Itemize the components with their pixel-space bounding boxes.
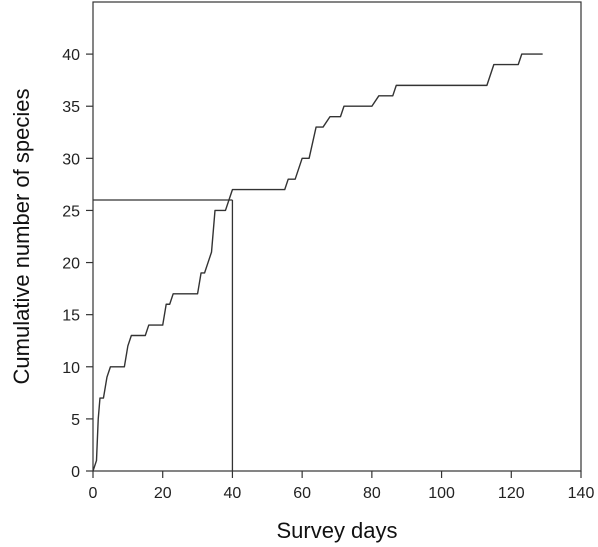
x-axis-ticks: 0 20 40 60 80 100 120 140 xyxy=(89,471,595,502)
y-tick-label: 40 xyxy=(62,47,80,64)
plot-frame xyxy=(92,1,582,472)
x-tick-label: 100 xyxy=(428,485,455,502)
y-axis-label: Cumulative number of species xyxy=(9,89,34,385)
accumulation-curve xyxy=(92,53,543,472)
y-tick-label: 25 xyxy=(62,203,80,220)
x-tick-label: 120 xyxy=(498,485,525,502)
y-tick-label: 0 xyxy=(71,464,80,481)
x-axis-label: Survey days xyxy=(276,518,397,543)
y-tick-label: 10 xyxy=(62,360,80,377)
x-tick-label: 40 xyxy=(224,485,242,502)
y-tick-label: 20 xyxy=(62,256,80,273)
x-tick-label: 60 xyxy=(293,485,311,502)
y-axis-ticks: 0 5 10 15 20 25 30 35 40 xyxy=(62,47,93,481)
x-tick-label: 20 xyxy=(154,485,172,502)
y-tick-label: 35 xyxy=(62,99,80,116)
y-tick-label: 30 xyxy=(62,151,80,168)
y-tick-label: 15 xyxy=(62,308,80,325)
series-layer xyxy=(92,53,543,472)
x-tick-label: 140 xyxy=(568,485,595,502)
y-tick-label: 5 xyxy=(71,412,80,429)
x-tick-label: 80 xyxy=(363,485,381,502)
x-tick-label: 0 xyxy=(89,485,98,502)
reference-lines xyxy=(93,199,234,471)
